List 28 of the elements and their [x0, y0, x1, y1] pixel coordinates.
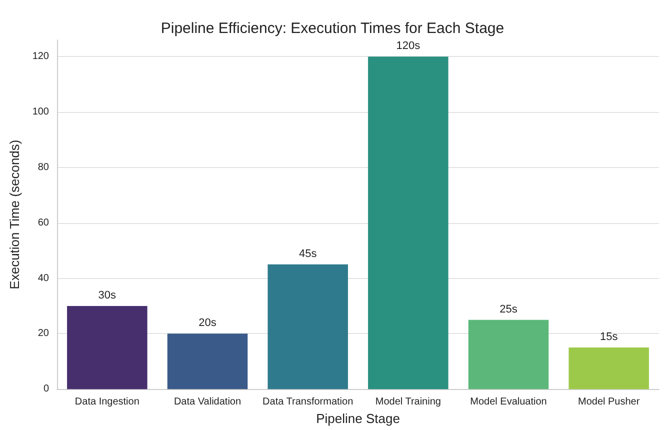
- y-axis-title: Execution Time (seconds): [7, 140, 22, 290]
- x-tick-label: Data Validation: [174, 396, 242, 408]
- y-tick-label: 20: [38, 328, 50, 340]
- y-tick-label: 120: [32, 51, 50, 62]
- bar: [368, 56, 448, 390]
- x-tick-label: Model Pusher: [578, 396, 640, 408]
- y-tick-label: 100: [32, 106, 50, 118]
- bar: [568, 348, 649, 390]
- data-label: 120s: [396, 40, 421, 52]
- y-tick-label: 40: [38, 272, 50, 284]
- data-label: 25s: [500, 303, 518, 316]
- chart-title: Pipeline Efficiency: Execution Times for Each Stage: [160, 20, 504, 37]
- y-tick-label: 0: [43, 384, 50, 395]
- x-axis-title: Pipeline Stage: [316, 411, 400, 426]
- x-tick-label: Data Ingestion: [74, 396, 140, 408]
- data-label: 30s: [98, 289, 117, 302]
- data-label: 45s: [298, 248, 318, 260]
- data-label: 20s: [198, 317, 217, 330]
- bar: [468, 320, 549, 390]
- x-tick-label: Data Transformation: [262, 396, 354, 408]
- y-tick-label: 60: [38, 217, 50, 228]
- x-tick-label: Model Training: [375, 396, 441, 408]
- data-label: 15s: [600, 331, 618, 344]
- bar: [67, 306, 148, 390]
- y-tick-label: 80: [38, 162, 50, 173]
- bar: [268, 264, 348, 390]
- x-tick-label: Model Evaluation: [470, 396, 547, 408]
- bar: [167, 334, 248, 390]
